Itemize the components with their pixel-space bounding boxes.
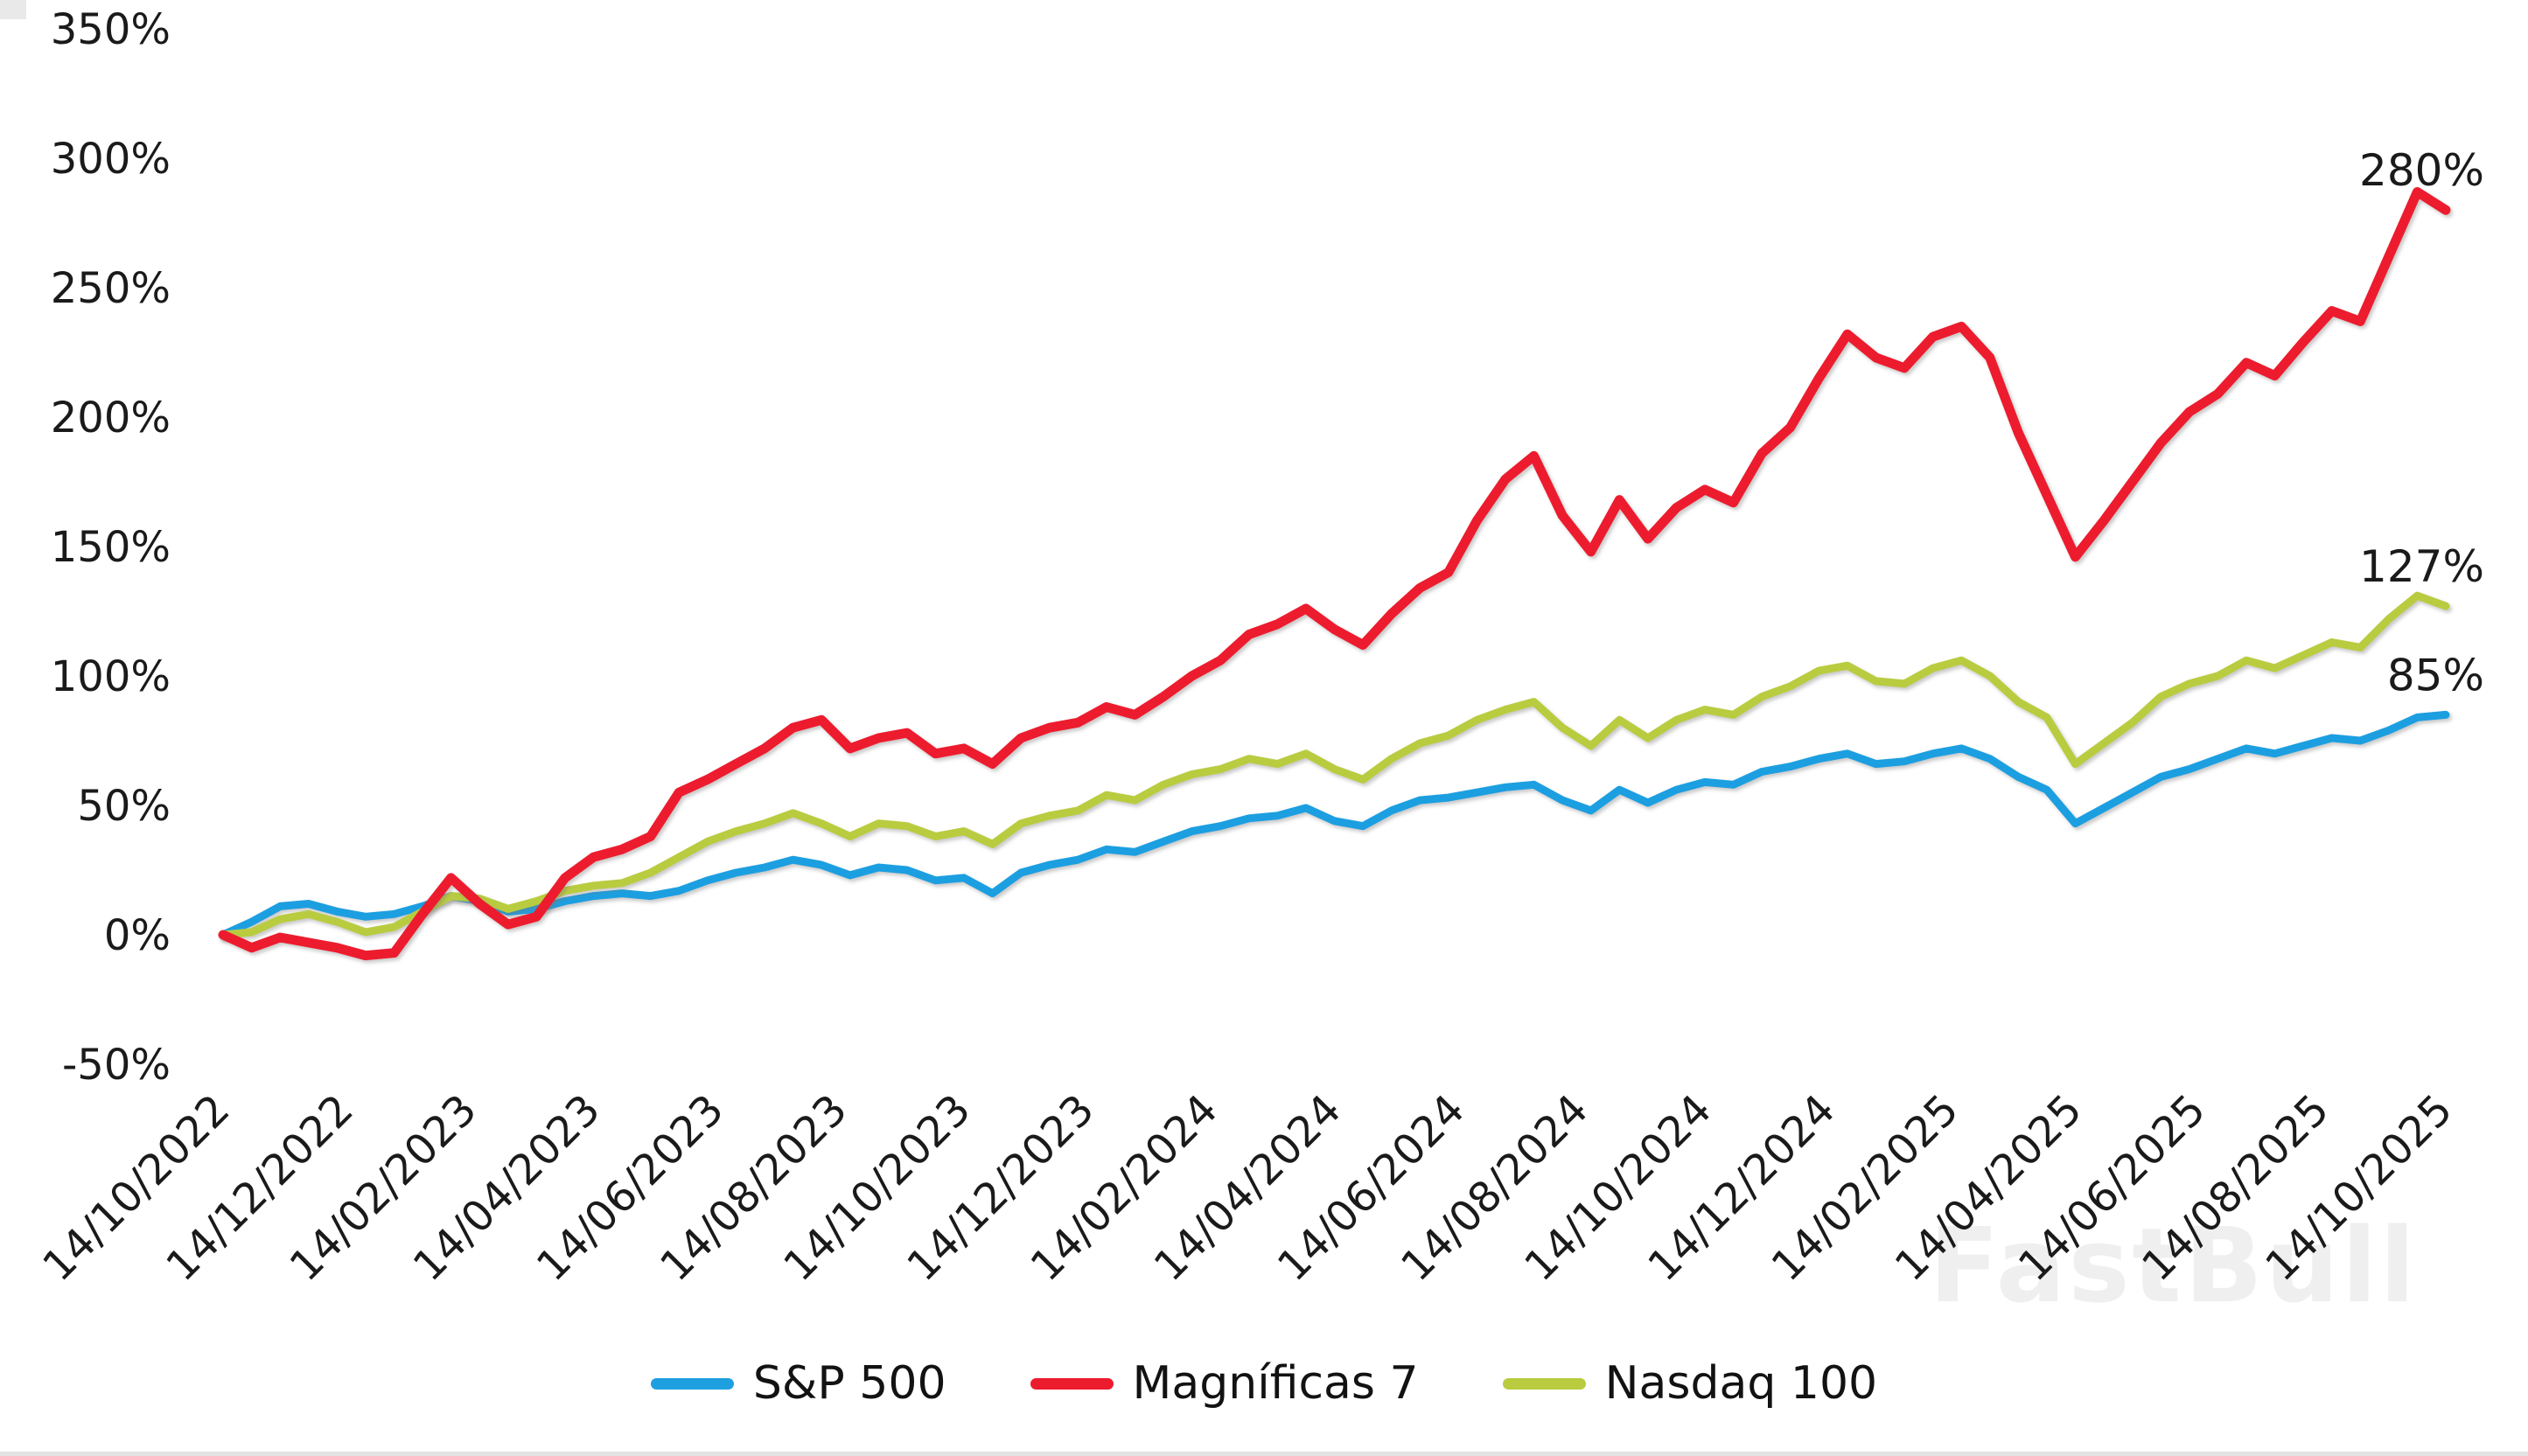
sp500-line-swatch — [650, 1377, 734, 1390]
corner-artifact — [0, 0, 26, 19]
y-tick-label: 200% — [51, 394, 171, 442]
y-tick-label: 50% — [77, 782, 171, 831]
legend-item-mag7: Magníficas 7 — [1030, 1357, 1419, 1410]
chart-legend: S&P 500 Magníficas 7 Nasdaq 100 — [0, 1357, 2528, 1410]
y-tick-label: 350% — [51, 5, 171, 54]
fastbull-watermark: FastBull — [1929, 1205, 2418, 1326]
nasdaq100-line-swatch — [1502, 1377, 1586, 1390]
y-tick-label: 300% — [51, 135, 171, 184]
y-tick-label: 150% — [51, 523, 171, 572]
series-end-label-1: 280% — [2359, 145, 2484, 196]
series-end-label-2: 127% — [2359, 541, 2484, 592]
y-tick-label: -50% — [62, 1041, 171, 1090]
mag7-line-swatch — [1030, 1377, 1114, 1390]
series-end-label-0: 85% — [2387, 650, 2484, 700]
legend-label-nasdaq100: Nasdaq 100 — [1604, 1357, 1878, 1410]
series-line-1 — [218, 187, 2451, 961]
y-tick-label: 0% — [104, 911, 171, 960]
series-line-0 — [219, 710, 2450, 939]
legend-label-mag7: Magníficas 7 — [1132, 1357, 1419, 1410]
window-bottom-edge — [0, 1452, 2528, 1456]
legend-label-sp500: S&P 500 — [752, 1357, 946, 1410]
y-tick-label: 250% — [51, 264, 171, 313]
legend-item-nasdaq100: Nasdaq 100 — [1502, 1357, 1878, 1410]
series-line-2 — [219, 591, 2450, 939]
y-tick-label: 100% — [51, 652, 171, 701]
legend-item-sp500: S&P 500 — [650, 1357, 946, 1410]
